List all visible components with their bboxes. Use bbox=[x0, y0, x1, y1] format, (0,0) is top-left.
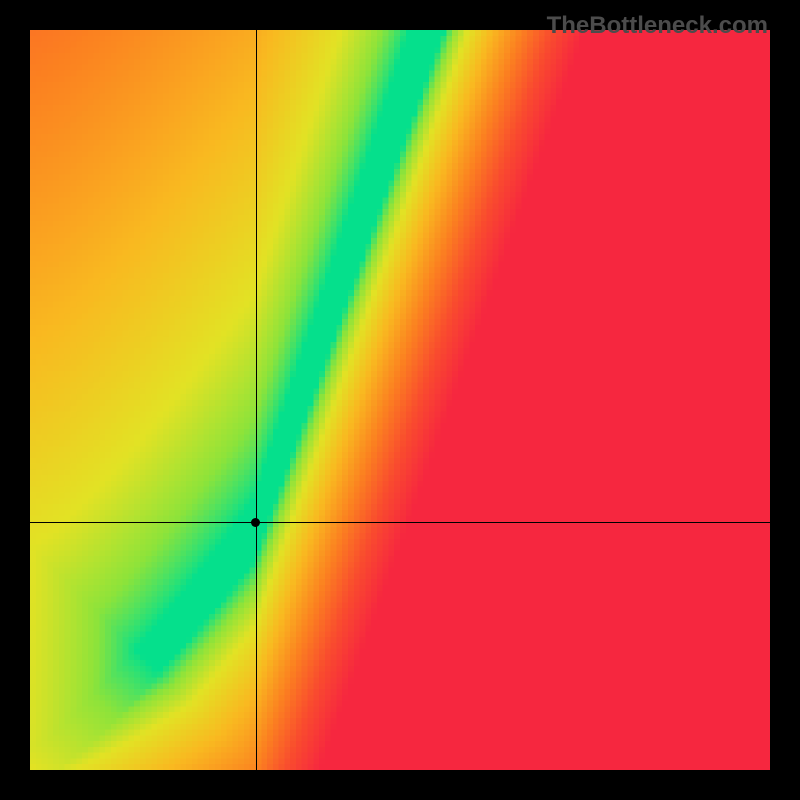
watermark-text: TheBottleneck.com bbox=[547, 12, 768, 40]
crosshair-vertical bbox=[256, 30, 257, 770]
heatmap-canvas bbox=[30, 30, 770, 770]
crosshair-horizontal bbox=[30, 522, 770, 523]
chart-container: TheBottleneck.com bbox=[0, 0, 800, 800]
marker-point bbox=[251, 518, 260, 527]
